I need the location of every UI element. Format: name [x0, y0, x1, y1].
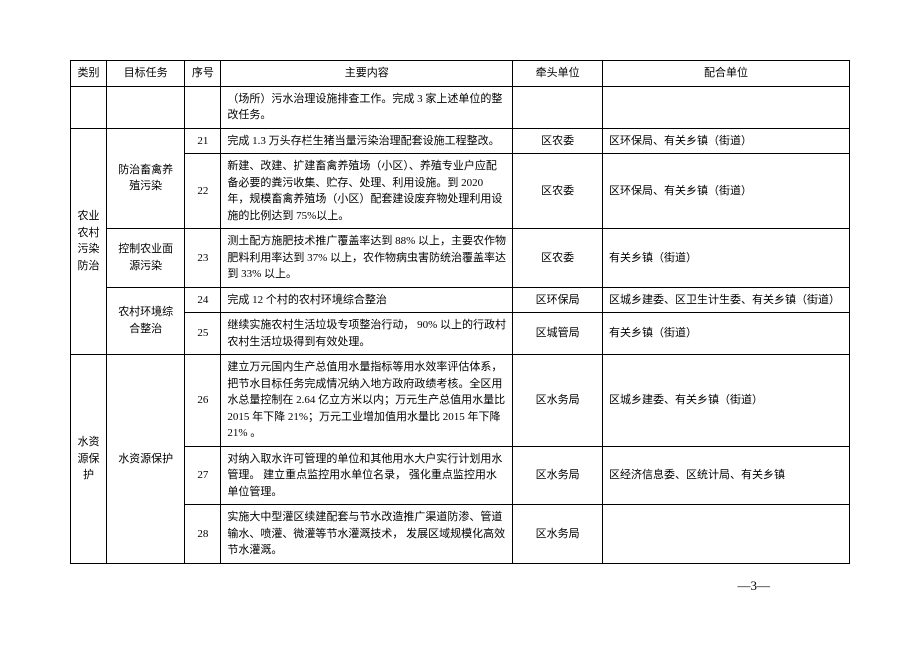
table-row: 农村环境综合整治 24 完成 12 个村的农村环境综合整治 区环保局 区城乡建委…: [71, 287, 850, 313]
cell-seq: 27: [185, 446, 221, 505]
cell-content: 对纳入取水许可管理的单位和其他用水大户实行计划用水管理。 建立重点监控用水单位名…: [221, 446, 513, 505]
cell-seq: 28: [185, 505, 221, 564]
page-number: —3—: [70, 578, 850, 594]
cell-content: 完成 1.3 万头存栏生猪当量污染治理配套设施工程整改。: [221, 128, 513, 154]
cell-content: 建立万元国内生产总值用水量指标等用水效率评估体系，把节水目标任务完成情况纳入地方…: [221, 355, 513, 447]
table-row: 22 新建、改建、扩建畜禽养殖场（小区）、养殖专业户应配备必要的粪污收集、贮存、…: [71, 154, 850, 229]
cell-category: 农业农村污染防治: [71, 128, 107, 355]
cell-seq: 25: [185, 313, 221, 355]
hdr-lead: 牵头单位: [513, 61, 603, 87]
policy-table: 类别 目标任务 序号 主要内容 牵头单位 配合单位 （场所）污水治理设施排查工作…: [70, 60, 850, 564]
cell-coop: 有关乡镇（街道）: [603, 229, 850, 288]
cell-coop: 区经济信息委、区统计局、有关乡镇: [603, 446, 850, 505]
cell-content: 测土配方施肥技术推广覆盖率达到 88% 以上，主要农作物肥料利用率达到 37% …: [221, 229, 513, 288]
cell-coop: 有关乡镇（街道）: [603, 313, 850, 355]
cell-seq: 26: [185, 355, 221, 447]
hdr-task: 目标任务: [106, 61, 185, 87]
cell-lead: 区城管局: [513, 313, 603, 355]
cell-coop: 区城乡建委、区卫生计生委、有关乡镇（街道）: [603, 287, 850, 313]
table-row: 农业农村污染防治 防治畜禽养殖污染 21 完成 1.3 万头存栏生猪当量污染治理…: [71, 128, 850, 154]
cell-content: 完成 12 个村的农村环境综合整治: [221, 287, 513, 313]
cell-lead: 区水务局: [513, 355, 603, 447]
cell-coop: [603, 505, 850, 564]
hdr-coop: 配合单位: [603, 61, 850, 87]
cell-lead: 区水务局: [513, 505, 603, 564]
hdr-content: 主要内容: [221, 61, 513, 87]
header-row: 类别 目标任务 序号 主要内容 牵头单位 配合单位: [71, 61, 850, 87]
table-row: 25 继续实施农村生活垃圾专项整治行动， 90% 以上的行政村农村生活垃圾得到有…: [71, 313, 850, 355]
cell-coop: 区城乡建委、有关乡镇（街道）: [603, 355, 850, 447]
cell-lead: 区农委: [513, 128, 603, 154]
cell-lead: 区水务局: [513, 446, 603, 505]
table-row: （场所）污水治理设施排查工作。完成 3 家上述单位的整改任务。: [71, 86, 850, 128]
cell-coop: 区环保局、有关乡镇（街道）: [603, 154, 850, 229]
hdr-seq: 序号: [185, 61, 221, 87]
cell-seq: 24: [185, 287, 221, 313]
cell-content: 继续实施农村生活垃圾专项整治行动， 90% 以上的行政村农村生活垃圾得到有效处理…: [221, 313, 513, 355]
cell-lead: 区农委: [513, 154, 603, 229]
cell-task: 水资源保护: [106, 355, 185, 564]
hdr-category: 类别: [71, 61, 107, 87]
cell-content: （场所）污水治理设施排查工作。完成 3 家上述单位的整改任务。: [221, 86, 513, 128]
cell-content: 新建、改建、扩建畜禽养殖场（小区）、养殖专业户应配备必要的粪污收集、贮存、处理、…: [221, 154, 513, 229]
table-row: 27 对纳入取水许可管理的单位和其他用水大户实行计划用水管理。 建立重点监控用水…: [71, 446, 850, 505]
cell-seq: 23: [185, 229, 221, 288]
cell-seq: 21: [185, 128, 221, 154]
table-row: 水资源保护 水资源保护 26 建立万元国内生产总值用水量指标等用水效率评估体系，…: [71, 355, 850, 447]
cell-category: 水资源保护: [71, 355, 107, 564]
table-row: 控制农业面源污染 23 测土配方施肥技术推广覆盖率达到 88% 以上，主要农作物…: [71, 229, 850, 288]
cell-lead: 区环保局: [513, 287, 603, 313]
cell-content: 实施大中型灌区续建配套与节水改造推广渠道防渗、管道输水、喷灌、微灌等节水灌溉技术…: [221, 505, 513, 564]
cell-coop: 区环保局、有关乡镇（街道）: [603, 128, 850, 154]
cell-seq: 22: [185, 154, 221, 229]
cell-task: 农村环境综合整治: [106, 287, 185, 355]
table-row: 28 实施大中型灌区续建配套与节水改造推广渠道防渗、管道输水、喷灌、微灌等节水灌…: [71, 505, 850, 564]
cell-task: 控制农业面源污染: [106, 229, 185, 288]
cell-task: 防治畜禽养殖污染: [106, 128, 185, 229]
cell-lead: 区农委: [513, 229, 603, 288]
